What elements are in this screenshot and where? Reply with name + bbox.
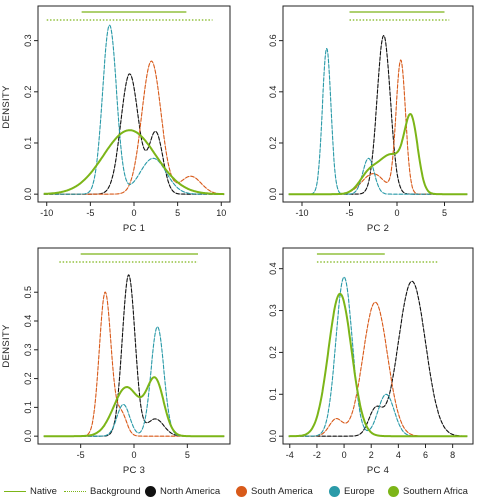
- density-underlay-north-america: [43, 73, 225, 195]
- panel-pc4: -4 -2 0 2 4 6 8 0.0 0.1 0.2 0.3 0.4 PC 4: [268, 247, 474, 476]
- density-underlay-north-america: [43, 274, 225, 437]
- y-tick-label: 0.3: [268, 304, 278, 317]
- y-tick-label: 0.2: [268, 137, 278, 150]
- density-underlay-north-america: [288, 281, 468, 437]
- legend-north-america: North America: [145, 483, 220, 499]
- plot-frame: [37, 5, 231, 203]
- density-line-south-america: [288, 301, 468, 437]
- density-line-north-america: [43, 274, 225, 437]
- y-tick-label: 0.0: [268, 430, 278, 443]
- legend-background-label: Background: [90, 485, 141, 497]
- x-tick-label: 8: [450, 450, 455, 460]
- y-tick-label: 0.2: [23, 372, 33, 385]
- y-tick-label: 0.5: [23, 286, 33, 299]
- southern-africa-dot-icon: [388, 485, 399, 497]
- density-underlay-europe: [43, 326, 225, 437]
- x-tick-label: -10: [40, 208, 53, 218]
- x-tick-label: 0: [131, 450, 136, 460]
- legend-southern-africa-label: Southern Africa: [403, 485, 468, 497]
- native-line-swatch: [4, 490, 26, 492]
- y-tick-label: 0.4: [268, 262, 278, 275]
- x-tick-label: 0: [394, 208, 399, 218]
- x-tick-label: -4: [286, 450, 294, 460]
- legend-south-america-label: South America: [251, 485, 313, 497]
- x-tick-label: -5: [77, 450, 85, 460]
- density-line-europe: [288, 276, 468, 437]
- density-line-southern-africa: [288, 292, 468, 438]
- x-tick-label: 5: [175, 208, 180, 218]
- y-tick-label: 0.1: [23, 137, 33, 150]
- x-tick-label: -2: [313, 450, 321, 460]
- y-tick-label: 0.4: [23, 315, 33, 328]
- legend-southern-africa: Southern Africa: [388, 483, 468, 499]
- x-tick-label: 5: [442, 208, 447, 218]
- legend-europe: Europe: [329, 483, 375, 499]
- x-axis-label: PC 1: [123, 223, 145, 234]
- x-axis-label: PC 2: [367, 223, 389, 234]
- density-line-southern-africa: [43, 376, 225, 438]
- y-tick-label: 0.4: [268, 86, 278, 99]
- x-tick-label: -5: [86, 208, 94, 218]
- legend-native-label: Native: [30, 485, 57, 497]
- plot-frame: [282, 247, 474, 445]
- x-axis-label: PC 4: [367, 465, 389, 476]
- y-tick-label: 0.0: [268, 188, 278, 201]
- x-tick-label: 4: [396, 450, 401, 460]
- x-tick-label: 0: [342, 450, 347, 460]
- plot-frame: [282, 5, 474, 203]
- density-line-southern-africa: [43, 129, 225, 196]
- legend-south-america: South America: [236, 483, 313, 499]
- density-line-southern-africa: [288, 113, 468, 196]
- y-tick-label: 0.2: [268, 346, 278, 359]
- y-tick-label: 0.3: [23, 34, 33, 47]
- density-underlay-south-america: [288, 301, 468, 437]
- density-line-south-america: [43, 60, 225, 195]
- x-tick-label: 5: [185, 450, 190, 460]
- density-line-europe: [43, 326, 225, 437]
- figure: -10 -5 0 5 10 0.0 0.1 0.2 0.3 PC 1 DENSITY -10 -5 0 5…: [1, 5, 474, 476]
- y-axis-label: DENSITY: [1, 324, 12, 368]
- south-america-dot-icon: [236, 485, 247, 497]
- legend-north-america-label: North America: [160, 485, 221, 497]
- north-america-dot-icon: [145, 485, 156, 497]
- legend-europe-label: Europe: [344, 485, 375, 497]
- density-line-north-america: [43, 73, 225, 195]
- europe-dot-icon: [329, 485, 340, 497]
- density-underlay-south-america: [43, 60, 225, 195]
- x-tick-label: 2: [369, 450, 374, 460]
- x-tick-label: 10: [216, 208, 226, 218]
- background-line-swatch: [64, 490, 86, 492]
- plot-frame: [37, 247, 231, 445]
- panel-pc1: -10 -5 0 5 10 0.0 0.1 0.2 0.3 PC 1 DENSITY: [1, 5, 231, 234]
- y-tick-label: 0.1: [268, 388, 278, 401]
- y-tick-label: 0.1: [23, 401, 33, 414]
- panel-pc2: -10 -5 0 5 0.0 0.2 0.4 0.6 PC 2: [268, 5, 474, 234]
- legend: Native Background North America South Am…: [0, 483, 477, 499]
- density-underlay-north-america: [288, 35, 468, 195]
- density-line-north-america: [288, 35, 468, 195]
- legend-background: Background: [64, 483, 141, 499]
- density-line-europe: [288, 47, 468, 195]
- panel-pc3: -5 0 5 0.0 0.1 0.2 0.3 0.4 0.5 PC 3 DENSITY: [1, 247, 231, 476]
- x-tick-label: 0: [131, 208, 136, 218]
- legend-native: Native: [4, 483, 57, 499]
- y-axis-label: DENSITY: [1, 85, 12, 129]
- y-tick-label: 0.0: [23, 188, 33, 201]
- y-tick-label: 0.2: [23, 86, 33, 99]
- x-tick-label: -5: [345, 208, 353, 218]
- x-tick-label: 6: [423, 450, 428, 460]
- density-underlay-europe: [288, 47, 468, 195]
- x-tick-label: -10: [295, 208, 308, 218]
- x-axis-label: PC 3: [123, 465, 145, 476]
- y-tick-label: 0.3: [23, 344, 33, 357]
- density-underlay-europe: [43, 24, 225, 195]
- y-tick-label: 0.0: [23, 430, 33, 443]
- y-tick-label: 0.6: [268, 34, 278, 47]
